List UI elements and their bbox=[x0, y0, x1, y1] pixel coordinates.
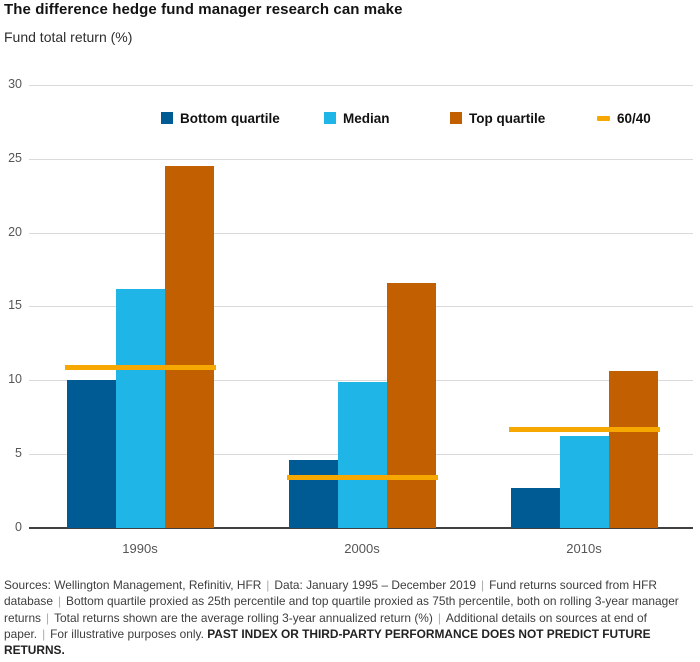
gridline-y-10 bbox=[29, 380, 693, 382]
legend-label: Bottom quartile bbox=[180, 110, 280, 126]
y-axis-tick-label: 25 bbox=[8, 150, 22, 165]
bar-bottom-quartile-2000s bbox=[288, 460, 338, 528]
legend-square-icon bbox=[324, 112, 336, 124]
legend-square-icon bbox=[161, 112, 173, 124]
footnote-segment: Additional details on sources at end of … bbox=[4, 610, 647, 641]
y-axis-tick-label: 30 bbox=[8, 76, 22, 91]
x-axis-label-2010s: 2010s bbox=[566, 541, 602, 556]
footnote-segment: Fund returns sourced from HFR database bbox=[4, 578, 657, 609]
legend-item-top-quartile: Top quartile bbox=[450, 110, 546, 126]
x-axis-label-2000s: 2000s bbox=[344, 541, 380, 556]
x-axis-label-1990s: 1990s bbox=[122, 541, 158, 556]
bar-top-quartile-1990s bbox=[164, 166, 214, 528]
footnote-separator: | bbox=[437, 610, 441, 625]
footnote-disclaimer-bold: PAST INDEX OR THIRD-PARTY PERFORMANCE DO… bbox=[4, 626, 651, 658]
y-axis-tick-label: 0 bbox=[15, 520, 22, 534]
footnote-segment: Total returns shown are the average roll… bbox=[54, 610, 433, 625]
footnote-segment: For illustrative purposes only. bbox=[50, 626, 204, 641]
source-footnote: Sources: Wellington Management, Refiniti… bbox=[4, 577, 697, 658]
gridline-y-20 bbox=[29, 232, 693, 234]
footnote-separator: | bbox=[266, 578, 270, 592]
footnote-segment: Bottom quartile proxied as 25th percenti… bbox=[4, 594, 679, 625]
legend-item-median: Median bbox=[324, 110, 390, 126]
benchmark-line-60-40-1990s bbox=[64, 364, 216, 370]
legend-label: Top quartile bbox=[469, 110, 546, 126]
footnote-segment: Data: January 1995 – December 2019 bbox=[274, 578, 476, 592]
legend-label: 60/40 bbox=[617, 110, 651, 126]
bar-bottom-quartile-2010s bbox=[510, 488, 560, 528]
footnote-separator: | bbox=[481, 578, 485, 592]
footnote-segment: Sources: Wellington Management, Refiniti… bbox=[4, 578, 262, 592]
benchmark-line-60-40-2000s bbox=[286, 475, 438, 481]
legend-item-60-40: 60/40 bbox=[597, 110, 651, 126]
legend-dash-icon bbox=[597, 115, 610, 121]
y-axis-tick-label: 15 bbox=[8, 298, 22, 313]
gridline-y-30 bbox=[29, 84, 693, 86]
y-axis-tick-label: 5 bbox=[15, 446, 22, 461]
chart-title: The difference hedge fund manager resear… bbox=[4, 1, 403, 18]
legend-label: Median bbox=[343, 110, 390, 126]
x-axis-baseline bbox=[29, 527, 693, 529]
benchmark-line-60-40-2010s bbox=[508, 426, 660, 432]
bar-top-quartile-2000s bbox=[386, 282, 436, 528]
footnote-separator: | bbox=[42, 626, 46, 641]
chart-subtitle: Fund total return (%) bbox=[4, 29, 133, 45]
legend-item-bottom-quartile: Bottom quartile bbox=[161, 110, 280, 126]
bar-median-2010s bbox=[559, 436, 609, 528]
gridline-y-15 bbox=[29, 306, 693, 308]
y-axis-tick-label: 20 bbox=[8, 224, 22, 239]
bar-bottom-quartile-1990s bbox=[66, 380, 116, 528]
bar-median-1990s bbox=[115, 288, 165, 528]
footnote-separator: | bbox=[46, 610, 50, 625]
bar-top-quartile-2010s bbox=[608, 371, 658, 528]
gridline-y-25 bbox=[29, 158, 693, 160]
footnote-separator: | bbox=[57, 594, 62, 609]
y-axis-tick-label: 10 bbox=[8, 372, 22, 387]
bar-median-2000s bbox=[337, 381, 387, 528]
legend-square-icon bbox=[450, 112, 462, 124]
